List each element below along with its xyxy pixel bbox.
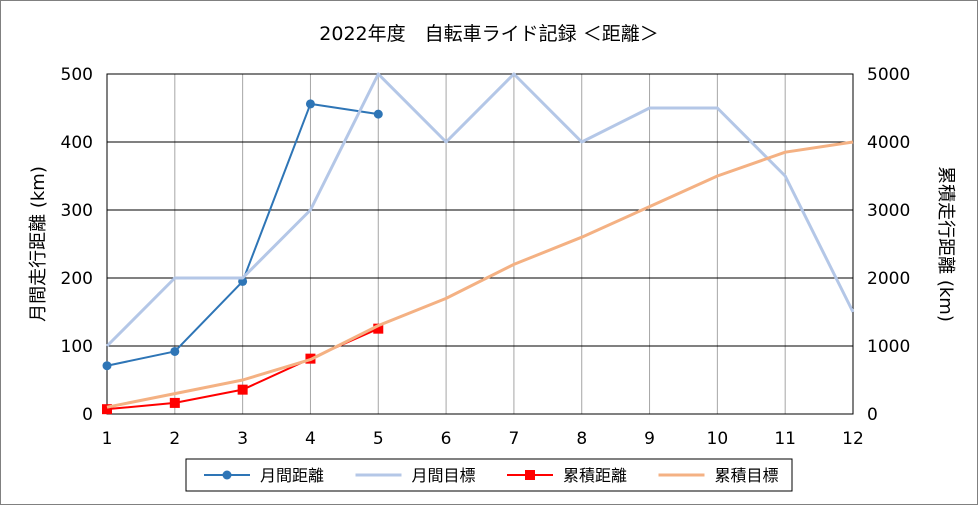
legend-label: 月間距離 [260, 466, 324, 485]
legend-marker-circle [222, 470, 232, 480]
x-tick-label: 11 [774, 429, 796, 449]
y-right-tick-label: 1000 [867, 337, 910, 357]
x-tick-label: 6 [441, 429, 452, 449]
data-point-square [102, 404, 112, 415]
chart-title: 2022年度 自転車ライド記録 ＜距離＞ [319, 23, 658, 45]
axes: 1 2 3 4 5 6 7 8 9 10 11 120100200300400500010002000… [61, 65, 911, 449]
data-point-square [373, 323, 384, 334]
y-axis-right-label: 累積走行距離 (km) [935, 166, 956, 322]
y-left-tick-label: 200 [61, 269, 93, 289]
series-line-4 [106, 140, 854, 409]
legend: 月間距離 月間目標 累積距離 累積目標 [185, 458, 793, 492]
y-left-tick-label: 500 [61, 65, 93, 85]
x-tick-label: 5 [373, 429, 384, 449]
x-tick-label: 10 [707, 429, 729, 449]
data-point-circle [373, 109, 383, 119]
x-tick-label: 7 [508, 429, 519, 449]
x-tick-label: 8 [576, 429, 587, 449]
x-tick-label: 9 [644, 429, 655, 449]
x-tick-label: 4 [305, 429, 316, 449]
legend-label: 累積距離 [563, 466, 627, 485]
plot-area-frame [106, 73, 854, 415]
legend-marker-square [525, 470, 535, 480]
y-left-tick-label: 100 [61, 337, 93, 357]
x-tick-label: 12 [842, 429, 864, 449]
y-left-tick-label: 400 [61, 133, 93, 153]
series-group [102, 72, 855, 415]
data-point-circle [305, 99, 315, 109]
data-point-circle [102, 361, 112, 371]
y-axis-left-label: 月間走行距離 (km) [28, 166, 49, 322]
y-right-tick-label: 3000 [867, 201, 910, 221]
data-point-circle [170, 346, 180, 356]
x-tick-label: 3 [237, 429, 248, 449]
data-point-square [237, 384, 248, 395]
y-left-tick-label: 0 [82, 405, 93, 425]
series-line-2 [105, 72, 855, 348]
y-left-tick-label: 300 [61, 201, 93, 221]
y-right-tick-label: 5000 [867, 65, 910, 85]
y-right-tick-label: 2000 [867, 269, 910, 289]
data-point-square [169, 397, 180, 408]
x-tick-label: 2 [169, 429, 180, 449]
x-tick-label: 1 [102, 429, 113, 449]
y-right-tick-label: 0 [867, 405, 878, 425]
y-right-tick-label: 4000 [867, 133, 910, 153]
legend-label: 累積目標 [715, 466, 779, 485]
legend-label: 月間目標 [412, 466, 476, 485]
